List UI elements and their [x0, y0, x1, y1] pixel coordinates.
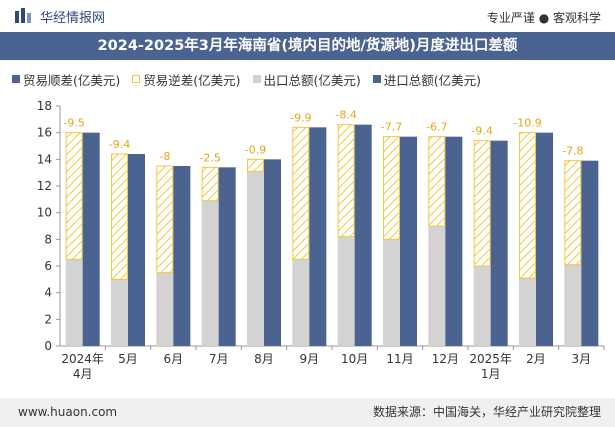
footer-url: www.huaon.com	[18, 405, 118, 419]
data-label: -10.9	[513, 117, 541, 130]
export-bar	[292, 259, 310, 346]
export-bar	[156, 272, 174, 346]
import-bar	[173, 166, 191, 346]
x-tick-label: 4月	[73, 367, 93, 381]
export-bar	[428, 226, 446, 346]
x-tick-label: 10月	[341, 352, 368, 366]
import-bar	[490, 140, 508, 346]
import-bar	[581, 160, 599, 346]
y-tick-label: 0	[44, 339, 52, 353]
x-tick-label: 8月	[254, 352, 274, 366]
data-label: -9.9	[290, 111, 311, 124]
x-tick-label: 9月	[300, 352, 320, 366]
legend-swatch-deficit	[132, 75, 141, 83]
data-label: -9.4	[471, 125, 492, 138]
legend-item-import: 进口总额(亿美元)	[372, 70, 482, 89]
y-tick-label: 4	[44, 286, 52, 300]
import-bar	[128, 154, 145, 346]
export-bar	[519, 278, 536, 346]
data-label: -9.4	[109, 138, 130, 151]
y-tick-label: 10	[37, 206, 52, 220]
deficit-bar	[337, 124, 355, 238]
deficit-bar	[201, 166, 219, 202]
y-tick-label: 6	[44, 259, 52, 273]
brand-name: 华经情报网	[40, 10, 106, 26]
legend-label-deficit: 贸易逆差(亿美元)	[143, 72, 241, 88]
deficit-bar	[564, 160, 582, 266]
legend-swatch-surplus	[12, 75, 20, 83]
deficit-bar	[292, 126, 310, 260]
import-bar	[445, 136, 463, 346]
y-tick-label: 14	[37, 152, 52, 166]
export-bar	[473, 266, 491, 346]
data-label: -8	[159, 150, 170, 163]
import-bar	[309, 127, 327, 346]
y-tick-label: 16	[37, 126, 52, 140]
deficit-bar	[156, 165, 174, 274]
brand-logo-icon	[15, 8, 31, 23]
x-tick-label: 11月	[386, 352, 413, 366]
export-bar	[337, 236, 355, 346]
deficit-bar	[383, 136, 400, 240]
x-tick-label: 12月	[432, 352, 459, 366]
deficit-bar	[473, 140, 491, 267]
deficit-bar	[247, 158, 264, 172]
legend-item-deficit: 贸易逆差(亿美元)	[132, 70, 241, 89]
import-bar	[264, 159, 281, 346]
legend: 贸易顺差(亿美元) 贸易逆差(亿美元) 出口总额(亿美元) 进口总额(亿美元)	[12, 70, 493, 88]
legend-item-surplus: 贸易顺差(亿美元)	[12, 70, 120, 89]
import-bar	[400, 136, 417, 346]
y-tick-label: 12	[37, 179, 52, 193]
export-bar	[383, 239, 400, 346]
data-label: -6.7	[426, 121, 447, 134]
footer: www.huaon.com 数据来源：中国海关，华经产业研究院整理	[0, 398, 615, 427]
data-label: -9.5	[63, 117, 84, 130]
deficit-bar	[519, 132, 536, 279]
deficit-bar	[428, 136, 446, 227]
legend-label-import: 进口总额(亿美元)	[383, 72, 482, 88]
y-tick-label: 2	[44, 312, 52, 326]
import-bar	[82, 132, 100, 346]
data-label: -7.8	[562, 145, 583, 158]
export-bar	[65, 259, 83, 346]
legend-item-export: 出口总额(亿美元)	[252, 70, 361, 89]
x-tick-label: 2025年	[469, 352, 512, 366]
deficit-bar	[111, 153, 128, 280]
chart-title: 2024-2025年3月年海南省(境内目的地/货源地)月度进出口差额	[0, 32, 615, 60]
brand: 华经情报网	[14, 7, 106, 26]
import-bar	[536, 132, 553, 346]
x-tick-label: 6月	[164, 352, 184, 366]
export-bar	[201, 200, 219, 346]
data-label: -2.5	[199, 151, 220, 164]
legend-swatch-export	[252, 75, 261, 83]
x-tick-label: 2024年	[61, 352, 104, 366]
x-tick-label: 3月	[572, 352, 592, 366]
footer-source: 数据来源：中国海关，华经产业研究院整理	[372, 405, 601, 419]
data-label: -8.4	[335, 109, 356, 122]
x-tick-label: 2月	[526, 352, 546, 366]
tagline: 专业严谨 ● 客观科学	[486, 11, 601, 25]
x-tick-label: 1月	[481, 367, 501, 381]
export-bar	[247, 171, 264, 346]
data-label: -0.9	[245, 143, 266, 156]
data-label: -7.7	[381, 121, 402, 134]
y-tick-label: 8	[44, 232, 52, 246]
deficit-bar	[65, 132, 83, 260]
legend-swatch-import	[372, 75, 381, 83]
legend-label-export: 出口总额(亿美元)	[263, 72, 361, 88]
import-bar	[218, 167, 236, 346]
y-tick-label: 18	[37, 99, 52, 113]
export-bar	[111, 279, 128, 346]
import-bar	[354, 124, 372, 347]
top-bar: 华经情报网 专业严谨 ● 客观科学	[0, 0, 615, 32]
legend-label-surplus: 贸易顺差(亿美元)	[23, 72, 121, 88]
x-tick-label: 7月	[209, 352, 229, 366]
x-tick-label: 5月	[118, 352, 138, 366]
export-bar	[564, 264, 582, 346]
